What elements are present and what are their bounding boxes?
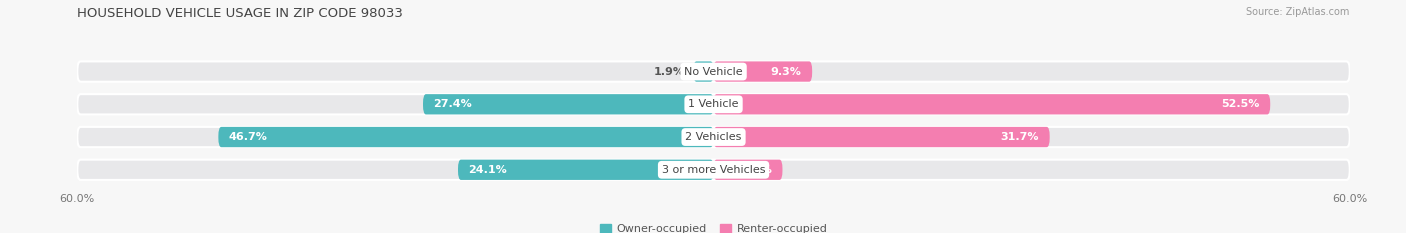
Text: 31.7%: 31.7% (1001, 132, 1039, 142)
FancyBboxPatch shape (458, 160, 714, 180)
FancyBboxPatch shape (77, 62, 1350, 82)
FancyBboxPatch shape (714, 127, 1050, 147)
Legend: Owner-occupied, Renter-occupied: Owner-occupied, Renter-occupied (595, 219, 832, 233)
Text: 24.1%: 24.1% (468, 165, 508, 175)
FancyBboxPatch shape (77, 127, 1350, 147)
Text: 27.4%: 27.4% (433, 99, 472, 109)
FancyBboxPatch shape (77, 94, 1350, 114)
Text: 1.9%: 1.9% (654, 67, 685, 77)
Text: 2 Vehicles: 2 Vehicles (685, 132, 742, 142)
FancyBboxPatch shape (77, 160, 1350, 180)
Text: 1 Vehicle: 1 Vehicle (689, 99, 738, 109)
FancyBboxPatch shape (714, 94, 1270, 114)
FancyBboxPatch shape (714, 62, 813, 82)
Text: 6.5%: 6.5% (741, 165, 772, 175)
Text: No Vehicle: No Vehicle (685, 67, 742, 77)
FancyBboxPatch shape (714, 160, 783, 180)
Text: 9.3%: 9.3% (770, 67, 801, 77)
Text: HOUSEHOLD VEHICLE USAGE IN ZIP CODE 98033: HOUSEHOLD VEHICLE USAGE IN ZIP CODE 9803… (77, 7, 404, 20)
Text: 52.5%: 52.5% (1222, 99, 1260, 109)
Text: 3 or more Vehicles: 3 or more Vehicles (662, 165, 765, 175)
FancyBboxPatch shape (693, 62, 714, 82)
Text: 46.7%: 46.7% (229, 132, 267, 142)
FancyBboxPatch shape (423, 94, 714, 114)
Text: Source: ZipAtlas.com: Source: ZipAtlas.com (1246, 7, 1350, 17)
FancyBboxPatch shape (218, 127, 714, 147)
